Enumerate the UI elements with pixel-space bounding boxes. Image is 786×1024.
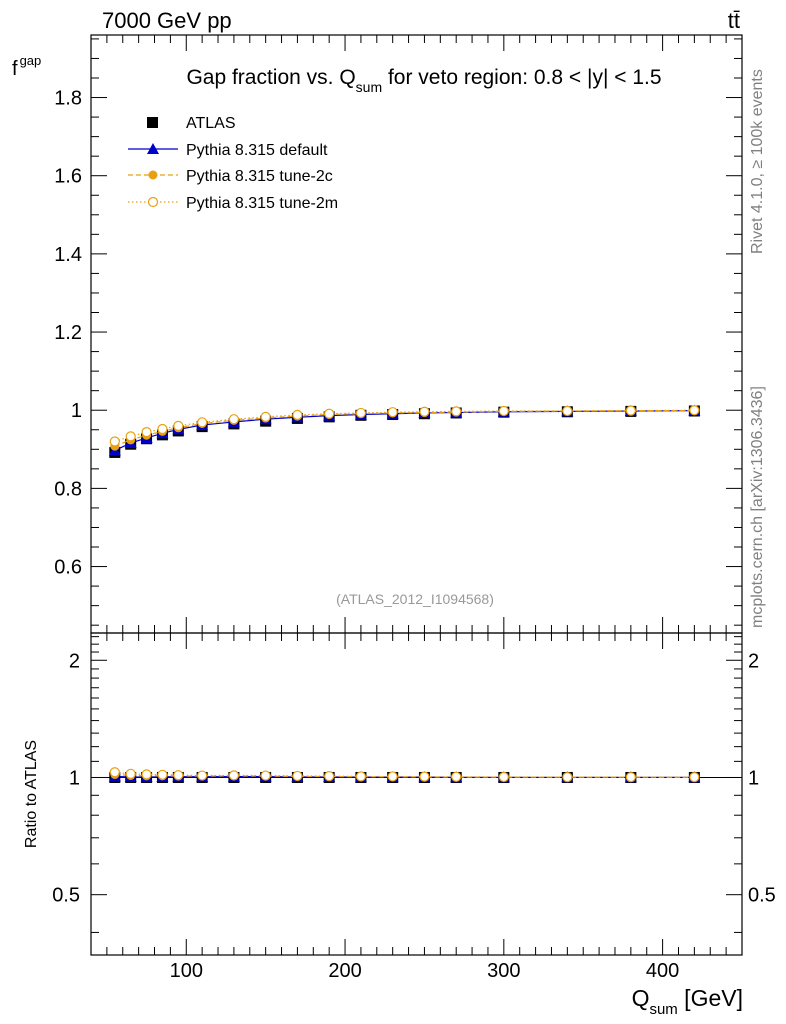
data-point-ratio xyxy=(109,767,120,778)
data-point-main xyxy=(197,417,208,428)
ylabel-main-subscript: gap xyxy=(20,53,42,68)
legend-marker-tune2m xyxy=(147,196,159,208)
y-axis-label-ratio: Ratio to ATLAS xyxy=(23,740,40,848)
data-point-ratio xyxy=(141,769,152,780)
legend-label-default: Pythia 8.315 default xyxy=(186,142,328,159)
data-point-ratio xyxy=(625,772,636,783)
series-line-main xyxy=(114,410,695,447)
data-point-main xyxy=(625,405,636,416)
y-tick-label-main: 0.6 xyxy=(54,557,82,579)
data-point-main xyxy=(419,406,430,417)
rivet-version-label: Rivet 4.1.0, ≥ 100k events xyxy=(749,69,766,254)
y-tick-label-ratio: 0.5 xyxy=(52,885,80,907)
y-tick-label-main: 1.8 xyxy=(54,88,82,110)
legend-label-tune2c: Pythia 8.315 tune-2c xyxy=(186,168,333,185)
main-series xyxy=(108,404,701,458)
y-tick-label-main: 1.6 xyxy=(54,166,82,188)
data-point-main xyxy=(228,414,240,425)
ratio-axis-ticks: 100 200 300 400 0.5 0.5 1 1 2 2 xyxy=(52,633,776,982)
data-point-ratio xyxy=(173,770,184,781)
data-point-main xyxy=(562,405,573,417)
y-tick-label-main: 0.8 xyxy=(54,478,82,500)
data-point-ratio xyxy=(689,772,700,783)
data-point-ratio xyxy=(562,772,573,783)
data-point-ratio xyxy=(451,771,462,782)
title-suffix: for veto region: 0.8 < |y| < 1.5 xyxy=(382,66,661,89)
legend-label-tune2m: Pythia 8.315 tune-2m xyxy=(186,195,338,212)
data-point-main xyxy=(355,407,367,419)
data-point-main xyxy=(157,423,168,435)
x-tick-label: 400 xyxy=(646,960,679,982)
xlabel: Q xyxy=(632,985,650,1011)
mcplots-label: mcplots.cern.ch [arXiv:1306.3436] xyxy=(749,386,766,628)
x-axis-label: Qsum [GeV] xyxy=(632,985,743,1018)
data-point-ratio xyxy=(292,770,303,782)
main-axis-ticks: 0.6 0.8 1 1.2 1.4 1.6 1.8 xyxy=(54,35,742,633)
legend-label-atlas: ATLAS xyxy=(186,115,236,132)
data-point-main xyxy=(109,436,120,447)
y-axis-label-main: f gap xyxy=(12,53,41,80)
data-point-ratio xyxy=(387,771,398,782)
data-point-main xyxy=(451,406,462,417)
series-line-main xyxy=(114,409,695,443)
y-tick-label-ratio: 1 xyxy=(69,767,80,789)
x-tick-label: 200 xyxy=(328,960,361,982)
ylabel-main: f xyxy=(12,58,18,80)
data-point-main xyxy=(324,408,335,419)
title-main: Gap fraction vs. Q xyxy=(186,66,355,89)
data-point-ratio xyxy=(197,770,208,781)
data-point-main xyxy=(498,405,509,417)
data-point-main xyxy=(689,405,700,416)
xlabel-subscript: sum xyxy=(649,1001,677,1018)
ratio-panel-frame xyxy=(90,632,743,956)
data-point-ratio xyxy=(355,771,367,782)
y-tick-label-ratio-right: 1 xyxy=(748,767,759,789)
data-point-ratio xyxy=(125,768,136,779)
y-tick-label-main: 1 xyxy=(71,400,82,422)
xlabel-unit: [GeV] xyxy=(678,985,743,1011)
chart-title: Gap fraction vs. Qsum for veto region: 0… xyxy=(186,66,661,95)
data-point-ratio xyxy=(157,769,168,780)
legend: ATLAS Pythia 8.315 default Pythia 8.315 … xyxy=(128,115,338,212)
x-tick-label: 300 xyxy=(487,960,520,982)
data-point-main xyxy=(292,409,303,421)
legend-marker-default xyxy=(147,143,159,154)
data-point-ratio xyxy=(324,771,335,782)
data-point-ratio xyxy=(260,770,271,781)
data-point-main xyxy=(141,427,152,438)
y-tick-label-main: 1.4 xyxy=(54,244,82,266)
y-tick-label-ratio-right: 0.5 xyxy=(748,885,776,907)
data-point-ratio xyxy=(498,771,509,783)
y-tick-label-main: 1.2 xyxy=(54,322,82,344)
process-label: tt̄ xyxy=(728,8,740,33)
legend-marker-atlas xyxy=(147,117,158,128)
data-point-main xyxy=(125,431,136,442)
data-point-main xyxy=(173,420,184,431)
title-subscript: sum xyxy=(356,79,382,95)
legend-marker-tune2c xyxy=(148,170,158,180)
data-point-main xyxy=(387,407,398,418)
x-tick-label: 100 xyxy=(170,960,203,982)
data-point-ratio xyxy=(419,771,430,782)
data-point-main xyxy=(260,411,271,422)
y-tick-label-ratio-right: 2 xyxy=(748,650,759,672)
data-point-ratio xyxy=(228,770,240,781)
energy-label: 7000 GeV pp xyxy=(102,8,232,33)
y-tick-label-ratio: 2 xyxy=(69,650,80,672)
ratio-series xyxy=(106,767,742,783)
analysis-label: (ATLAS_2012_I1094568) xyxy=(336,591,494,607)
